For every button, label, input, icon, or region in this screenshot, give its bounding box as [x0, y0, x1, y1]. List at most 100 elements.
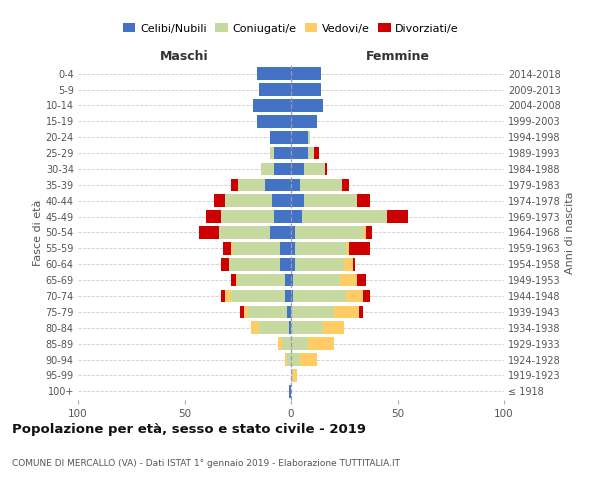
Bar [304, 162, 325, 175]
Bar [287, 353, 291, 366]
Bar [349, 242, 370, 254]
Text: COMUNE DI MERCALLO (VA) - Dati ISTAT 1° gennaio 2019 - Elaborazione TUTTITALIA.I: COMUNE DI MERCALLO (VA) - Dati ISTAT 1° … [12, 459, 400, 468]
Bar [238, 274, 284, 286]
Bar [221, 210, 274, 223]
Bar [280, 242, 291, 254]
Bar [291, 242, 295, 254]
Bar [265, 178, 291, 191]
Bar [304, 194, 357, 207]
Bar [295, 242, 346, 254]
Bar [289, 385, 291, 398]
Bar [248, 306, 287, 318]
Bar [232, 274, 236, 286]
Bar [291, 322, 323, 334]
Bar [302, 210, 387, 223]
Bar [353, 258, 355, 270]
Bar [232, 242, 233, 254]
Bar [259, 84, 291, 96]
Bar [325, 162, 327, 175]
Bar [365, 226, 372, 239]
Text: Maschi: Maschi [160, 50, 209, 64]
Bar [364, 226, 365, 239]
Bar [291, 162, 304, 175]
Bar [270, 131, 291, 143]
Bar [236, 274, 238, 286]
Bar [278, 338, 283, 350]
Bar [225, 194, 272, 207]
Bar [223, 242, 232, 254]
Bar [257, 115, 291, 128]
Bar [221, 258, 229, 270]
Bar [357, 274, 365, 286]
Bar [340, 274, 357, 286]
Bar [291, 68, 321, 80]
Bar [199, 226, 218, 239]
Bar [291, 147, 308, 160]
Bar [295, 226, 364, 239]
Bar [295, 258, 344, 270]
Bar [291, 194, 304, 207]
Bar [270, 226, 291, 239]
Bar [308, 147, 314, 160]
Bar [291, 84, 321, 96]
Bar [218, 226, 270, 239]
Bar [299, 178, 342, 191]
Bar [232, 290, 284, 302]
Bar [291, 274, 293, 286]
Bar [251, 322, 259, 334]
Bar [257, 68, 291, 80]
Bar [291, 115, 317, 128]
Bar [238, 178, 265, 191]
Bar [229, 258, 280, 270]
Bar [291, 210, 302, 223]
Bar [225, 290, 232, 302]
Bar [357, 194, 370, 207]
Bar [291, 338, 308, 350]
Bar [323, 322, 344, 334]
Bar [274, 210, 291, 223]
Bar [259, 322, 289, 334]
Bar [293, 369, 298, 382]
Bar [291, 290, 293, 302]
Bar [272, 194, 291, 207]
Bar [299, 353, 317, 366]
Bar [244, 306, 248, 318]
Bar [346, 242, 349, 254]
Bar [233, 242, 280, 254]
Bar [308, 131, 310, 143]
Bar [291, 131, 308, 143]
Bar [359, 306, 364, 318]
Bar [284, 274, 291, 286]
Bar [214, 194, 225, 207]
Y-axis label: Anni di nascita: Anni di nascita [565, 191, 575, 274]
Bar [342, 178, 349, 191]
Bar [291, 178, 299, 191]
Bar [284, 353, 287, 366]
Bar [253, 99, 291, 112]
Bar [289, 322, 291, 334]
Bar [261, 162, 274, 175]
Text: Femmine: Femmine [365, 50, 430, 64]
Bar [280, 258, 291, 270]
Bar [293, 290, 346, 302]
Y-axis label: Fasce di età: Fasce di età [32, 200, 43, 266]
Bar [387, 210, 408, 223]
Bar [283, 338, 291, 350]
Bar [291, 226, 295, 239]
Bar [344, 258, 353, 270]
Bar [240, 306, 244, 318]
Bar [284, 290, 291, 302]
Bar [291, 258, 295, 270]
Bar [291, 353, 299, 366]
Bar [308, 338, 334, 350]
Bar [293, 274, 340, 286]
Bar [291, 99, 323, 112]
Bar [346, 290, 364, 302]
Bar [221, 290, 225, 302]
Legend: Celibi/Nubili, Coniugati/e, Vedovi/e, Divorziati/e: Celibi/Nubili, Coniugati/e, Vedovi/e, Di… [119, 18, 463, 38]
Bar [270, 147, 274, 160]
Text: Popolazione per età, sesso e stato civile - 2019: Popolazione per età, sesso e stato civil… [12, 422, 366, 436]
Bar [291, 306, 334, 318]
Bar [274, 147, 291, 160]
Bar [232, 178, 238, 191]
